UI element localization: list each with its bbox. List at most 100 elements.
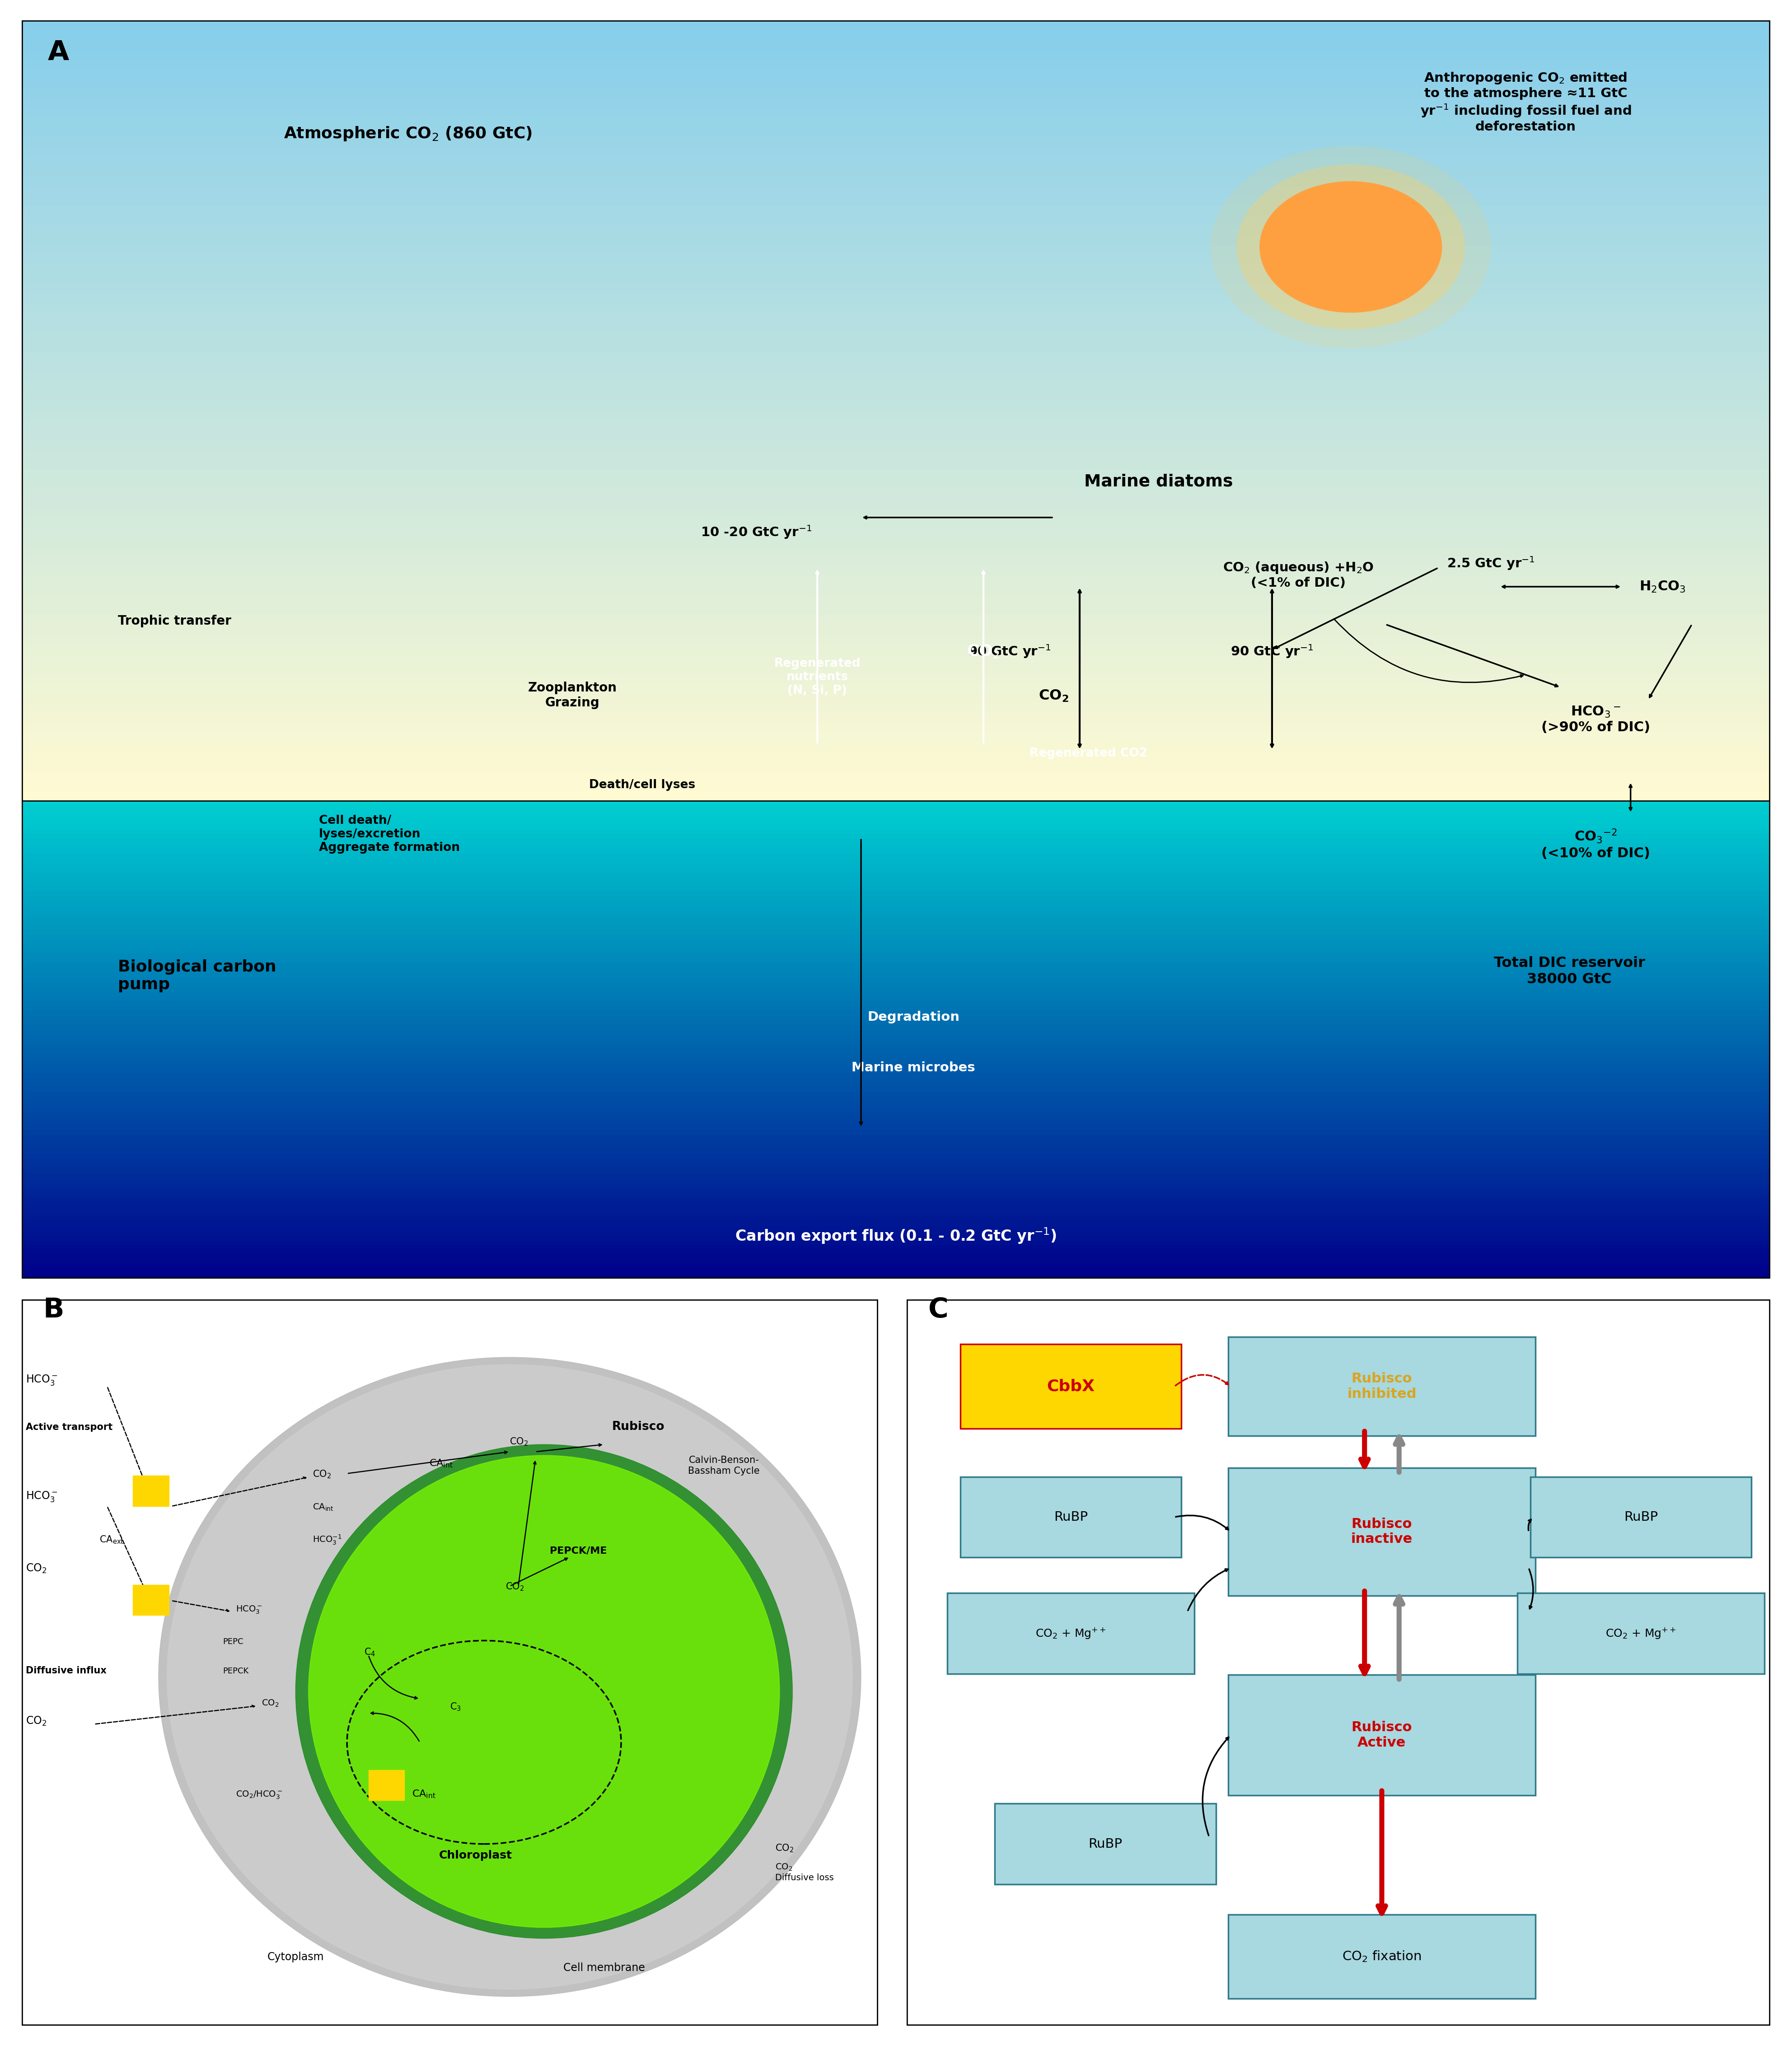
- Bar: [22, 333, 1770, 342]
- Bar: [22, 1150, 1770, 1154]
- Bar: [22, 1015, 1770, 1021]
- Bar: [22, 489, 1770, 499]
- Bar: [22, 992, 1770, 996]
- FancyBboxPatch shape: [1228, 1676, 1536, 1794]
- Bar: [22, 137, 1770, 147]
- Bar: [22, 1111, 1770, 1117]
- Text: Marine diatoms: Marine diatoms: [1084, 473, 1233, 489]
- Bar: [22, 751, 1770, 761]
- Bar: [22, 1217, 1770, 1221]
- Bar: [22, 352, 1770, 362]
- Bar: [22, 820, 1770, 825]
- Text: C: C: [928, 1297, 948, 1324]
- Bar: [22, 1058, 1770, 1064]
- Bar: [22, 1232, 1770, 1236]
- Bar: [22, 996, 1770, 1000]
- Bar: [22, 158, 1770, 166]
- Bar: [22, 1221, 1770, 1226]
- Bar: [22, 782, 1770, 792]
- Bar: [22, 411, 1770, 419]
- Bar: [22, 925, 1770, 929]
- Bar: [22, 906, 1770, 910]
- Bar: [22, 595, 1770, 606]
- Bar: [22, 1211, 1770, 1217]
- Text: 10 -20 GtC yr$^{-1}$: 10 -20 GtC yr$^{-1}$: [701, 524, 812, 540]
- Bar: [22, 634, 1770, 644]
- Text: RuBP: RuBP: [1624, 1510, 1658, 1524]
- Bar: [22, 70, 1770, 80]
- FancyBboxPatch shape: [948, 1594, 1195, 1674]
- Bar: [22, 1174, 1770, 1178]
- Circle shape: [1260, 182, 1443, 313]
- Bar: [22, 254, 1770, 264]
- Text: $\mathrm{HCO_3^{-1}}$: $\mathrm{HCO_3^{-1}}$: [314, 1534, 342, 1547]
- Bar: [22, 935, 1770, 939]
- Bar: [22, 872, 1770, 878]
- Bar: [22, 1097, 1770, 1103]
- Bar: [22, 857, 1770, 863]
- Text: $\mathrm{CO_2}$: $\mathrm{CO_2}$: [25, 1715, 47, 1727]
- Text: Atmospheric CO$_2$ (860 GtC): Atmospheric CO$_2$ (860 GtC): [283, 125, 532, 143]
- Bar: [22, 1025, 1770, 1029]
- Text: Death/cell lyses: Death/cell lyses: [590, 780, 695, 790]
- Text: Trophic transfer: Trophic transfer: [118, 614, 231, 628]
- Text: Active transport: Active transport: [25, 1422, 113, 1432]
- Text: Degradation: Degradation: [867, 1011, 959, 1023]
- Text: $\mathrm{C_3}$: $\mathrm{C_3}$: [450, 1702, 461, 1713]
- Bar: [22, 1107, 1770, 1111]
- Bar: [22, 313, 1770, 323]
- Bar: [22, 1226, 1770, 1232]
- Text: CbbX: CbbX: [1047, 1379, 1095, 1393]
- Text: $\mathbf{CO_2}$: $\mathbf{CO_2}$: [1038, 690, 1068, 704]
- Bar: [133, 1586, 168, 1614]
- Text: B: B: [43, 1297, 65, 1324]
- Bar: [22, 835, 1770, 839]
- Text: Cell membrane: Cell membrane: [563, 1962, 645, 1972]
- Bar: [22, 829, 1770, 835]
- Bar: [22, 814, 1770, 820]
- Text: $\mathrm{HCO_3^-}$: $\mathrm{HCO_3^-}$: [25, 1489, 57, 1504]
- Ellipse shape: [296, 1444, 792, 1938]
- Bar: [22, 958, 1770, 964]
- Bar: [22, 839, 1770, 843]
- Bar: [22, 825, 1770, 829]
- Bar: [22, 1074, 1770, 1078]
- Bar: [22, 401, 1770, 411]
- Bar: [22, 1088, 1770, 1093]
- Bar: [22, 896, 1770, 900]
- Text: Cell death/
lyses/excretion
Aggregate formation: Cell death/ lyses/excretion Aggregate fo…: [319, 814, 461, 853]
- Bar: [22, 1082, 1770, 1088]
- Bar: [22, 1183, 1770, 1189]
- Bar: [22, 440, 1770, 450]
- Bar: [22, 849, 1770, 853]
- Text: $\mathrm{CA_{int}}$: $\mathrm{CA_{int}}$: [430, 1459, 453, 1469]
- Bar: [22, 1154, 1770, 1160]
- FancyBboxPatch shape: [961, 1344, 1181, 1428]
- Bar: [22, 293, 1770, 303]
- FancyBboxPatch shape: [1518, 1594, 1765, 1674]
- Bar: [22, 878, 1770, 882]
- Bar: [22, 127, 1770, 137]
- Text: Marine microbes: Marine microbes: [851, 1062, 975, 1074]
- Bar: [22, 771, 1770, 782]
- Bar: [22, 362, 1770, 372]
- Bar: [22, 863, 1770, 868]
- Text: H$_2$CO$_3$: H$_2$CO$_3$: [1640, 579, 1686, 593]
- Circle shape: [1236, 166, 1464, 329]
- Bar: [22, 929, 1770, 935]
- Bar: [22, 761, 1770, 771]
- Bar: [22, 49, 1770, 59]
- Bar: [22, 1021, 1770, 1025]
- Bar: [22, 1207, 1770, 1211]
- Bar: [22, 616, 1770, 626]
- Text: $\mathrm{HCO_3^-}$: $\mathrm{HCO_3^-}$: [237, 1604, 262, 1614]
- Text: Regenerated
nutrients
(N, Si, P): Regenerated nutrients (N, Si, P): [774, 657, 860, 696]
- Bar: [22, 567, 1770, 577]
- Text: 90 GtC yr$^{-1}$: 90 GtC yr$^{-1}$: [968, 642, 1052, 659]
- Bar: [22, 1000, 1770, 1007]
- Bar: [22, 1275, 1770, 1279]
- Bar: [22, 673, 1770, 683]
- Bar: [22, 1193, 1770, 1197]
- Text: Total DIC reservoir
38000 GtC: Total DIC reservoir 38000 GtC: [1495, 955, 1645, 986]
- Bar: [22, 743, 1770, 751]
